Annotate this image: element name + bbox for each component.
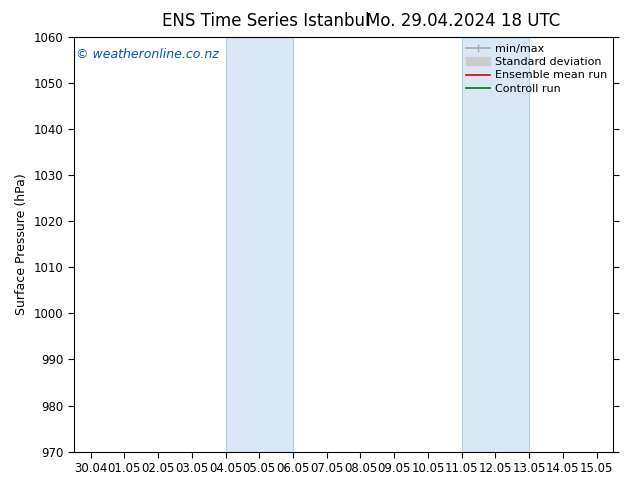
- Text: ENS Time Series Istanbul: ENS Time Series Istanbul: [162, 12, 370, 30]
- Text: © weatheronline.co.nz: © weatheronline.co.nz: [77, 48, 219, 60]
- Text: Mo. 29.04.2024 18 UTC: Mo. 29.04.2024 18 UTC: [366, 12, 560, 30]
- Bar: [462, 37, 529, 452]
- Legend: min/max, Standard deviation, Ensemble mean run, Controll run: min/max, Standard deviation, Ensemble me…: [461, 39, 611, 98]
- Bar: [226, 37, 293, 452]
- Y-axis label: Surface Pressure (hPa): Surface Pressure (hPa): [15, 173, 28, 315]
